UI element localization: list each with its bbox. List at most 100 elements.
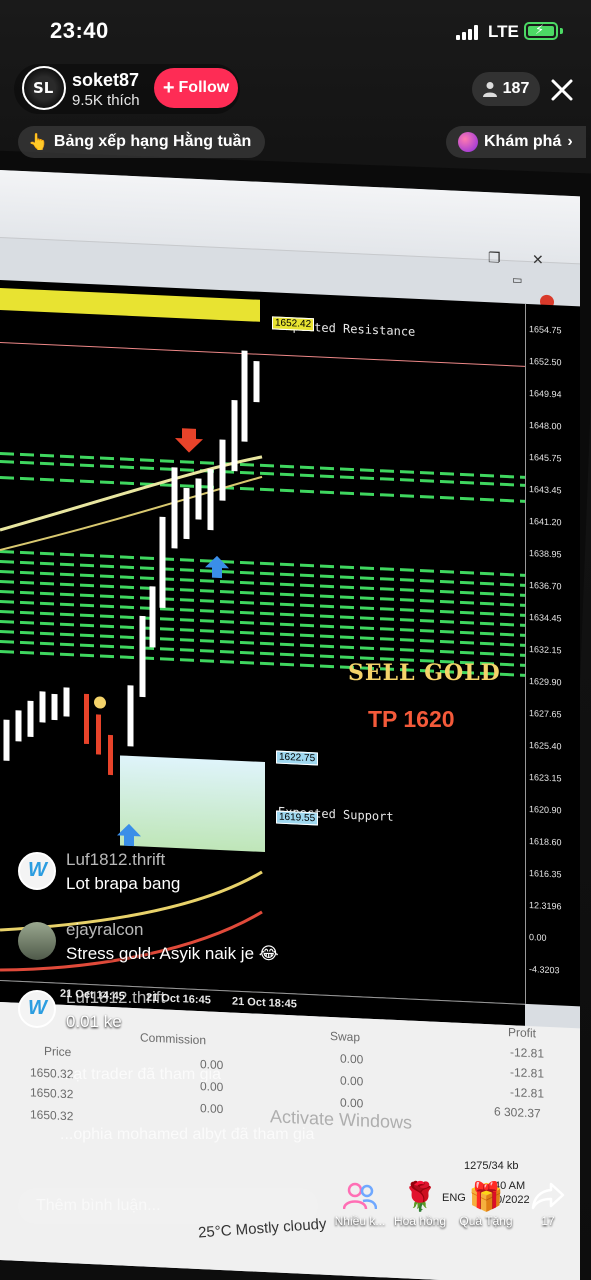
price-tick: 1625.40: [529, 740, 562, 752]
comment-text: 0.01 ke: [66, 1012, 122, 1031]
cell-price: 1650.32: [30, 1085, 74, 1102]
avatar-logo: W: [28, 997, 47, 1019]
comment-avatar[interactable]: W: [18, 852, 56, 890]
col-swap: Swap: [330, 1028, 361, 1045]
network-type: LTE: [488, 22, 519, 41]
price-chart: Expected Resistance Expected Support 165…: [0, 280, 525, 1004]
viewer-count: 187: [502, 80, 530, 97]
cell-commission: 0.00: [200, 1101, 224, 1117]
price-tick: 1643.45: [529, 484, 562, 496]
price-tick: -4.3203: [529, 964, 560, 976]
comment-input[interactable]: [18, 1188, 318, 1224]
comment-text: Lot brapa bang: [66, 874, 181, 893]
minimize-icon: ▭: [512, 273, 523, 287]
avatar-initials: SL: [33, 79, 54, 97]
planet-icon: [458, 132, 478, 152]
follow-button[interactable]: + Follow: [154, 68, 238, 108]
candlesticks: [0, 350, 263, 972]
share-button[interactable]: 17: [516, 1178, 580, 1228]
cell-swap: 0.00: [340, 1095, 364, 1111]
price-tick: 1620.90: [529, 804, 562, 816]
battery-tip: [560, 28, 563, 34]
action-label: Hoa hồng: [393, 1214, 447, 1228]
price-tick: 1648.00: [529, 420, 562, 432]
price-tick: 1652.50: [529, 356, 562, 368]
comment-username[interactable]: Luf1812.thrift: [66, 850, 166, 869]
price-tick: 1627.65: [529, 708, 562, 720]
taskbar-clock: 40 AM: [494, 1180, 526, 1192]
cell-profit: -12.81: [510, 1065, 545, 1081]
join-message: ...ạt trader đã tham gia: [60, 1066, 221, 1083]
net-traffic: 1275/34 kb: [464, 1160, 519, 1172]
action-label: Nhiều k...: [334, 1214, 386, 1228]
comment-avatar[interactable]: [18, 922, 56, 960]
price-flag-low: 1619.55: [276, 810, 319, 826]
cell-price: 1650.32: [30, 1107, 74, 1124]
clock: 23:40: [50, 18, 109, 43]
price-tick: 1638.95: [529, 548, 562, 560]
price-tick: 12.3196: [529, 900, 562, 912]
price-flag-top: 1652.42: [272, 316, 315, 332]
person-icon: [482, 82, 497, 97]
weekly-ranking-button[interactable]: 👆 Bảng xếp hạng Hằng tuần: [18, 126, 266, 158]
take-profit-text: TP 1620: [368, 706, 455, 732]
cell-swap: 0.00: [340, 1073, 364, 1089]
rose-icon: 🌹: [402, 1180, 438, 1212]
price-tick: 1649.94: [529, 388, 562, 400]
price-tick: 1629.90: [529, 676, 562, 688]
price-flag-mid: 1622.75: [276, 750, 319, 766]
host-avatar[interactable]: SL: [22, 66, 66, 110]
price-tick: 1634.45: [529, 612, 562, 624]
join-message: ...ophia mohamed albyt đã tham gia: [60, 1126, 315, 1143]
close-icon: [551, 79, 573, 101]
price-tick: 1654.75: [529, 324, 562, 336]
price-tick: 1636.70: [529, 580, 562, 592]
comment-username[interactable]: Luf1812.thrift: [66, 988, 166, 1007]
sell-gold-text: SELL GOLD: [348, 660, 501, 686]
rose-gift-button[interactable]: 🌹 Hoa hồng: [388, 1178, 452, 1229]
share-icon: [531, 1182, 565, 1210]
price-tick: 0.00: [529, 932, 547, 943]
avatar-logo: W: [28, 859, 47, 881]
price-axis: 1654.75 1652.50 1649.94 1648.00 1645.75 1643.…: [525, 303, 580, 1007]
comment-avatar[interactable]: W: [18, 990, 56, 1028]
plus-icon: +: [162, 77, 175, 99]
cell-swap: 0.00: [340, 1051, 364, 1067]
action-label: Quà Tặng: [459, 1214, 513, 1228]
col-commission: Commission: [140, 1030, 207, 1048]
multi-guest-button[interactable]: Nhiều k...: [328, 1178, 392, 1228]
follow-label: Follow: [178, 79, 230, 96]
price-tick: 1623.15: [529, 772, 562, 784]
price-tick: 1632.15: [529, 644, 562, 656]
phone-status-bar: 23:40 LTE ⚡: [0, 0, 591, 60]
comment-text: Stress gold. Asyik naik je 😂: [66, 944, 279, 963]
monitor-screen: ❐ ✕ ▭: [0, 170, 580, 1280]
col-price: Price: [44, 1043, 72, 1060]
ranking-label: Bảng xếp hạng Hằng tuần: [53, 133, 252, 150]
restore-icon: ❐: [488, 250, 501, 267]
host-name[interactable]: soket87: [72, 70, 140, 90]
comment-username[interactable]: ejayralcon: [66, 920, 144, 939]
gift-icon: 🎁: [468, 1180, 504, 1212]
battery-icon: ⚡: [524, 22, 558, 40]
taskbar-lang: ENG: [442, 1192, 466, 1204]
chevron-right-icon: ›: [567, 133, 573, 150]
share-count: 17: [541, 1214, 555, 1228]
explore-label: Khám phá: [484, 133, 562, 150]
gift-button[interactable]: 🎁 Quà Tặng: [454, 1178, 518, 1229]
cell-profit: -12.81: [510, 1045, 545, 1061]
close-live-button[interactable]: [546, 74, 578, 106]
price-tick: 1618.60: [529, 836, 562, 848]
time-tick: 21 Oct 18:45: [232, 995, 297, 1011]
hand-pointing-icon: 👆: [28, 134, 48, 151]
col-profit: Profit: [508, 1025, 537, 1041]
cell-profit: -12.81: [510, 1085, 545, 1101]
people-icon: [343, 1182, 377, 1210]
viewer-count-button[interactable]: 187: [472, 72, 540, 106]
price-tick: 1645.75: [529, 452, 562, 464]
price-tick: 1616.35: [529, 868, 562, 880]
balance-value: 6 302.37: [494, 1104, 541, 1121]
taskbar-date: 0/2022: [496, 1194, 530, 1206]
explore-button[interactable]: Khám phá ›: [446, 126, 586, 158]
